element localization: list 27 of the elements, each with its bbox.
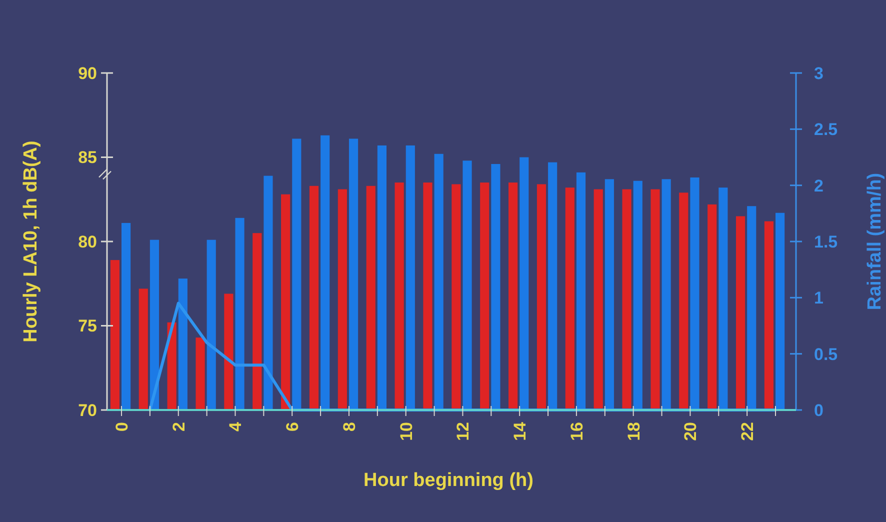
x-tick-label: 22 (738, 422, 758, 441)
y2-tick-label: 2 (814, 176, 824, 196)
x-tick-label: 16 (567, 422, 586, 441)
y2-tick-label: 1.5 (814, 232, 838, 252)
x-tick-label: 20 (681, 422, 700, 441)
x-tick-label: 2 (169, 422, 188, 432)
y2-tick-label: 0.5 (814, 344, 838, 364)
x-tick-label: 18 (624, 422, 644, 441)
y2-tick-label: 2.5 (814, 120, 838, 140)
x-tick-label: 0 (112, 422, 132, 432)
y2-tick-label: 1 (814, 288, 824, 308)
x-tick-label: 6 (283, 422, 302, 432)
x-tick-label: 14 (510, 421, 530, 441)
x-tick-label: 10 (396, 422, 416, 441)
x-tick-label: 8 (340, 422, 359, 432)
x-tick-label: 12 (454, 422, 473, 441)
y-axis-title: Hourly LA10, 1h dB(A) (20, 140, 42, 342)
x-axis-title: Hour beginning (h) (364, 470, 534, 491)
y-tick-label: 90 (78, 64, 97, 83)
y-tick-label: 70 (78, 400, 97, 420)
y-tick-label: 80 (78, 232, 97, 252)
x-tick-label: 4 (226, 421, 246, 432)
y2-tick-label: 3 (814, 64, 824, 83)
y-tick-label: 85 (78, 148, 97, 168)
line-series (148, 302, 777, 412)
y2-axis-title: Rainfall (mm/h) (864, 172, 886, 310)
y-tick-label: 75 (78, 316, 97, 336)
